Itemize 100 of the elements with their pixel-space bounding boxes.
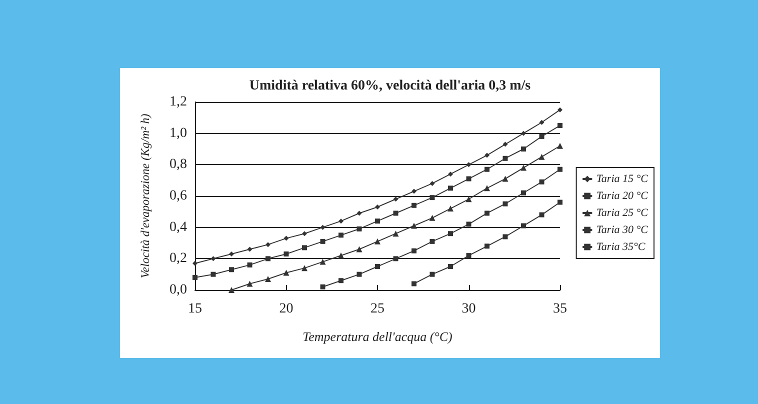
point <box>502 176 508 182</box>
point <box>266 256 270 262</box>
point <box>374 238 380 244</box>
point <box>284 236 289 241</box>
point <box>302 231 307 236</box>
point <box>557 142 563 149</box>
point <box>246 280 253 287</box>
point <box>558 107 562 112</box>
point <box>538 154 545 160</box>
point <box>412 248 416 254</box>
point <box>429 214 436 221</box>
point <box>430 180 435 186</box>
point <box>412 202 416 208</box>
point <box>265 276 271 282</box>
point <box>210 256 216 262</box>
point <box>502 234 508 240</box>
legend-label: Taria 30 °C <box>596 224 649 236</box>
legend-label: Taria 25 °C <box>596 207 649 219</box>
point <box>302 265 308 272</box>
point <box>392 230 399 237</box>
x-tick-label: 25 <box>370 302 384 316</box>
y-tick-label: 1,0 <box>170 126 187 141</box>
point <box>228 287 234 293</box>
point <box>558 123 562 128</box>
y-tick-label: 0,0 <box>170 282 187 298</box>
point <box>338 232 344 238</box>
point <box>411 222 417 229</box>
point <box>430 272 435 277</box>
point <box>466 162 472 168</box>
point <box>448 264 453 269</box>
point <box>558 166 562 172</box>
point <box>484 210 490 216</box>
point <box>521 223 526 228</box>
point <box>266 242 270 248</box>
point <box>320 238 326 244</box>
point <box>393 210 398 216</box>
point <box>229 267 234 272</box>
y-tick-label: 0,2 <box>170 251 187 266</box>
y-axis-title: Velocità d'evaporazione (Kg/m² h) <box>138 114 152 278</box>
point <box>466 253 472 258</box>
legend-label: Taria 15 °C <box>596 173 649 185</box>
point <box>448 206 454 212</box>
point <box>338 252 344 259</box>
point <box>558 200 562 205</box>
point <box>229 251 234 256</box>
point <box>521 130 526 136</box>
point <box>521 190 526 196</box>
point <box>448 186 453 191</box>
point <box>356 226 362 232</box>
x-tick-label: 30 <box>462 302 476 316</box>
x-tick-label: 20 <box>279 302 294 316</box>
point <box>192 260 198 266</box>
point <box>320 258 326 265</box>
point <box>520 164 526 171</box>
point <box>539 120 544 125</box>
point <box>247 246 252 252</box>
point <box>375 218 380 224</box>
point <box>484 185 490 192</box>
point <box>393 256 398 262</box>
point <box>466 196 472 202</box>
point <box>338 278 344 284</box>
legend-label: Taria 35°C <box>596 241 646 253</box>
point <box>502 142 508 147</box>
point <box>448 172 453 177</box>
point <box>521 146 526 152</box>
point <box>466 176 472 182</box>
point <box>356 246 362 252</box>
chart-title: Umidità relativa 60%, velocità dell'aria 0,3 m/s <box>249 78 532 94</box>
point <box>375 264 380 269</box>
point <box>412 188 416 194</box>
x-tick-label: 35 <box>553 302 567 316</box>
point <box>320 224 326 230</box>
point <box>430 195 435 200</box>
point <box>247 262 252 268</box>
point <box>539 179 544 184</box>
point <box>539 212 544 218</box>
x-tick-label: 15 <box>188 302 202 316</box>
x-axis-title: Temperatura dell'acqua (°C) <box>302 329 452 344</box>
y-tick-label: 0,6 <box>170 188 187 204</box>
point <box>502 156 508 161</box>
point <box>375 204 380 210</box>
point <box>539 134 544 139</box>
point <box>393 196 398 202</box>
point <box>284 251 289 256</box>
point <box>356 272 362 277</box>
point <box>502 201 508 206</box>
point <box>192 274 198 280</box>
point <box>210 272 216 277</box>
point <box>448 231 453 236</box>
point <box>484 244 490 249</box>
y-tick-label: 1,2 <box>170 94 187 110</box>
point <box>466 222 472 227</box>
y-tick-label: 0,8 <box>170 157 187 172</box>
legend-label: Taria 20 °C <box>596 190 649 202</box>
point <box>338 218 344 224</box>
point <box>484 152 490 158</box>
point <box>283 270 290 276</box>
point <box>430 238 435 244</box>
point <box>320 284 326 290</box>
point <box>412 281 416 286</box>
